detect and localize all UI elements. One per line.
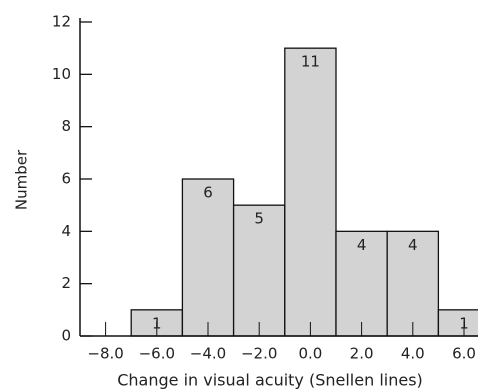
y-axis-label: Number [13, 149, 31, 210]
y-tick-label: 6 [61, 170, 71, 188]
x-tick-label: 0.0 [298, 345, 322, 363]
data-label: 6 [203, 184, 213, 202]
y-tick-label: 0 [61, 327, 71, 345]
y-tick-label: 12 [52, 13, 71, 31]
y-tick-label: 4 [61, 222, 71, 240]
data-label: 4 [357, 236, 367, 254]
bar [437, 309, 478, 337]
x-tick-label: 2.0 [350, 345, 374, 363]
x-tick-label: −4.0 [190, 345, 226, 363]
data-label: 5 [254, 210, 264, 228]
x-axis-label: Change in visual acuity (Snellen lines) [117, 371, 423, 390]
y-tick-label: 8 [61, 117, 71, 135]
x-tick-label: −8.0 [87, 345, 123, 363]
data-label: 11 [301, 53, 320, 71]
data-label: 4 [408, 236, 418, 254]
x-tick-label: −6.0 [139, 345, 175, 363]
x-tick-label: −2.0 [241, 345, 277, 363]
bar [232, 204, 286, 337]
y-tick-label: 2 [61, 274, 71, 292]
y-tick-label: 10 [52, 65, 71, 83]
x-tick-label: 4.0 [401, 345, 425, 363]
x-tick-label: 6.0 [452, 345, 476, 363]
bar [284, 47, 337, 337]
bar [181, 178, 235, 337]
